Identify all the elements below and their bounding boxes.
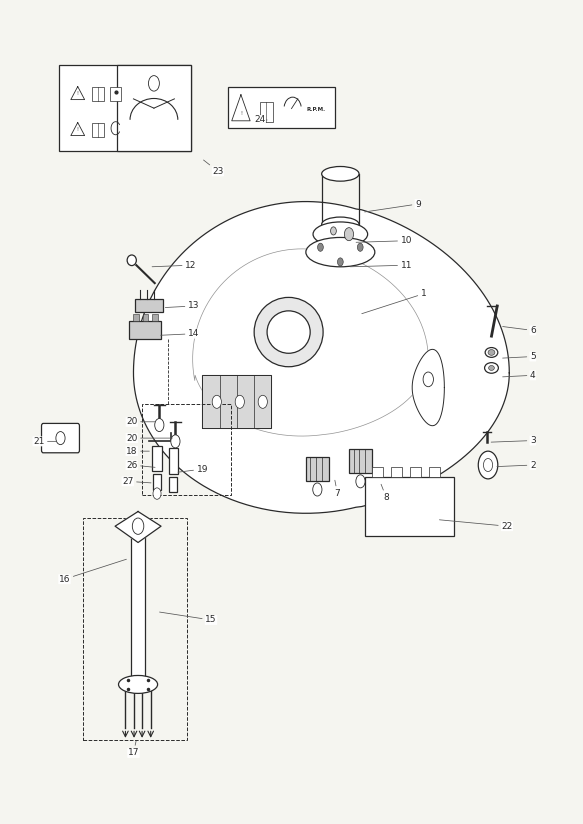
Polygon shape [115, 512, 161, 542]
Bar [142, 404, 231, 495]
Ellipse shape [484, 363, 498, 373]
Text: 6: 6 [503, 326, 536, 335]
Ellipse shape [322, 166, 359, 181]
FancyBboxPatch shape [152, 314, 157, 321]
Polygon shape [71, 123, 85, 136]
Polygon shape [231, 95, 250, 121]
Circle shape [235, 396, 244, 409]
Circle shape [478, 452, 498, 479]
Ellipse shape [267, 311, 310, 353]
Bar [229, 87, 335, 129]
Polygon shape [412, 349, 444, 426]
Ellipse shape [313, 222, 368, 246]
FancyBboxPatch shape [134, 314, 139, 321]
Circle shape [154, 419, 164, 432]
Bar [117, 65, 191, 151]
Ellipse shape [127, 255, 136, 265]
Bar [410, 467, 422, 477]
Text: 5: 5 [503, 352, 536, 361]
Circle shape [258, 396, 268, 409]
Text: 10: 10 [356, 236, 412, 246]
Text: 18: 18 [126, 447, 149, 456]
Bar [92, 87, 104, 101]
Circle shape [312, 483, 322, 496]
FancyBboxPatch shape [153, 474, 161, 490]
Text: 19: 19 [178, 465, 208, 474]
FancyBboxPatch shape [131, 531, 145, 683]
Text: 23: 23 [203, 160, 224, 176]
Text: 4: 4 [503, 371, 536, 380]
Ellipse shape [254, 297, 323, 367]
FancyBboxPatch shape [129, 321, 161, 339]
Bar [83, 518, 187, 740]
Circle shape [171, 435, 180, 448]
Text: 24: 24 [254, 115, 267, 124]
Circle shape [149, 76, 159, 91]
FancyBboxPatch shape [365, 477, 454, 536]
Polygon shape [71, 87, 85, 100]
Bar [391, 467, 402, 477]
Text: R.P.M.: R.P.M. [306, 107, 325, 112]
Ellipse shape [489, 366, 494, 371]
Circle shape [318, 243, 324, 251]
Ellipse shape [306, 237, 375, 267]
Text: 9: 9 [365, 199, 421, 212]
Text: !: ! [240, 111, 242, 116]
FancyBboxPatch shape [306, 456, 329, 481]
Text: 20: 20 [126, 417, 155, 426]
FancyBboxPatch shape [169, 477, 177, 492]
Text: !: ! [77, 91, 79, 96]
Circle shape [338, 258, 343, 266]
FancyBboxPatch shape [349, 449, 372, 473]
Ellipse shape [118, 676, 157, 694]
Text: 16: 16 [59, 559, 127, 583]
Circle shape [345, 227, 353, 241]
Text: 17: 17 [128, 742, 139, 757]
Text: 27: 27 [122, 477, 151, 486]
Circle shape [357, 243, 363, 251]
Ellipse shape [322, 217, 359, 232]
Text: 8: 8 [381, 485, 389, 502]
Text: 1: 1 [362, 289, 427, 314]
Text: 22: 22 [440, 520, 512, 531]
FancyBboxPatch shape [168, 448, 178, 474]
Text: 21: 21 [33, 437, 56, 446]
Bar [260, 101, 272, 122]
Text: 26: 26 [126, 461, 155, 470]
Circle shape [212, 396, 222, 409]
Text: 14: 14 [161, 330, 199, 338]
Bar [59, 65, 191, 151]
Text: 11: 11 [350, 260, 412, 269]
Text: 2: 2 [497, 461, 536, 470]
Bar [92, 123, 104, 138]
Circle shape [153, 488, 161, 499]
Text: 20: 20 [126, 433, 173, 442]
Circle shape [356, 475, 365, 488]
FancyBboxPatch shape [152, 447, 161, 471]
Text: 13: 13 [166, 302, 199, 311]
Text: !: ! [77, 127, 79, 133]
Bar [111, 87, 121, 101]
Polygon shape [202, 375, 272, 428]
Text: 12: 12 [152, 260, 196, 269]
Ellipse shape [488, 349, 495, 355]
FancyBboxPatch shape [41, 424, 79, 452]
FancyBboxPatch shape [143, 314, 149, 321]
Bar [429, 467, 440, 477]
FancyBboxPatch shape [135, 298, 163, 311]
Circle shape [331, 227, 336, 235]
Bar [372, 467, 384, 477]
Text: 3: 3 [491, 436, 536, 445]
Polygon shape [134, 202, 510, 513]
Text: 15: 15 [160, 612, 217, 625]
Ellipse shape [485, 348, 498, 358]
Text: 7: 7 [335, 480, 340, 498]
